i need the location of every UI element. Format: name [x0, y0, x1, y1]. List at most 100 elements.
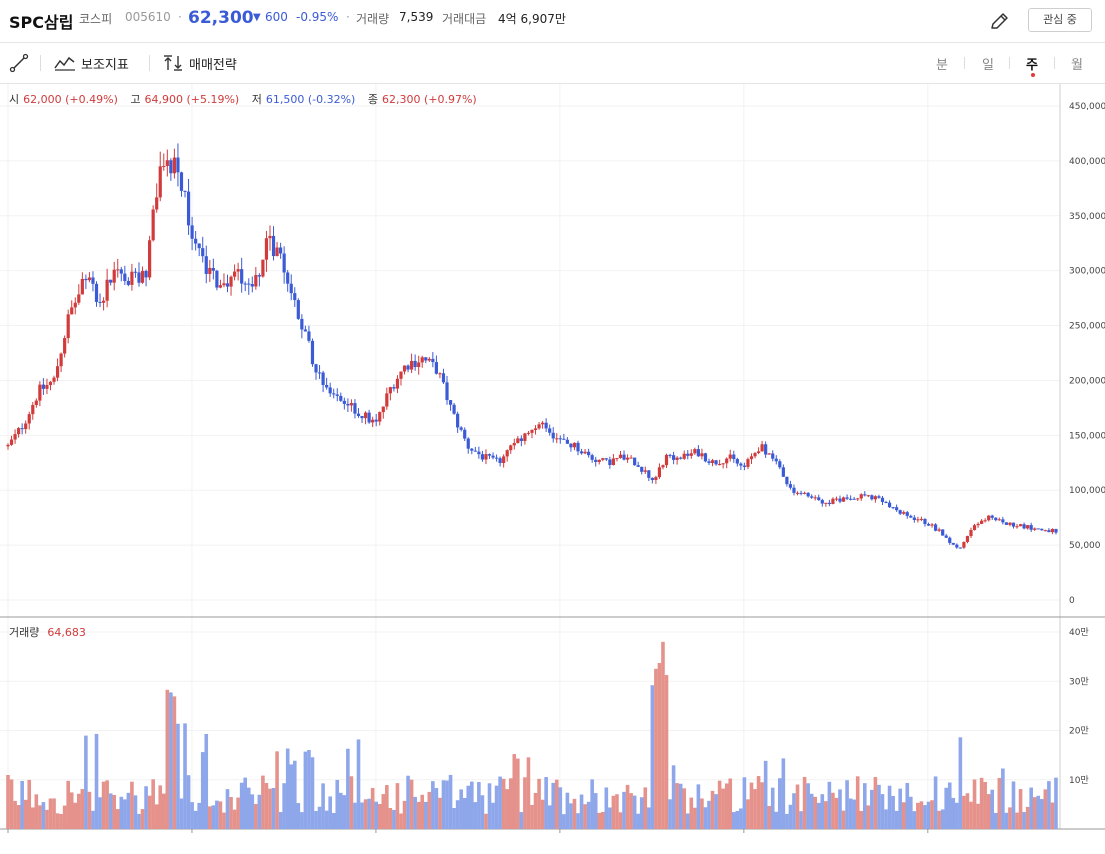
price-tick-label: 50,000 [1069, 541, 1101, 551]
volume-bar [983, 781, 987, 829]
candle-body [845, 497, 849, 499]
volume-bar [30, 807, 35, 829]
candle-body [788, 484, 793, 488]
indicator-button[interactable]: 보조지표 [54, 53, 129, 73]
candle-body [424, 357, 428, 361]
candle-body [116, 269, 120, 271]
candle-body [367, 412, 371, 423]
volume-bar [370, 787, 375, 829]
volume-bar [292, 760, 297, 829]
volume-bar [52, 798, 56, 829]
volume-bar [859, 810, 864, 829]
candle-body [519, 438, 523, 441]
watchlist-button[interactable]: 관심 중 [1028, 8, 1092, 32]
volume-bar [572, 798, 577, 829]
volume-bar [250, 794, 255, 829]
volume-bar [661, 641, 665, 829]
candle-body [300, 318, 304, 330]
candle-body [137, 272, 141, 283]
volume-bar [229, 797, 233, 829]
candle-body [395, 378, 400, 389]
stock-name[interactable]: SPC삼립 [9, 13, 74, 32]
current-price: 62,300 [188, 8, 254, 28]
candle-body [417, 362, 421, 368]
trade-strategy-label: 매매전략 [189, 57, 237, 73]
period-minute[interactable]: 분 [936, 58, 948, 73]
volume-bar [551, 782, 556, 829]
volume-bar [402, 800, 407, 829]
stock-code: 005610 [125, 10, 171, 24]
volume-bar [608, 807, 612, 829]
low-label: 저 [251, 93, 262, 106]
candle-body [55, 366, 60, 378]
candle-body [314, 364, 318, 373]
candle-body [926, 524, 931, 526]
candle-body [608, 459, 612, 466]
volume-bar [222, 812, 226, 829]
volume-bar [721, 788, 725, 829]
volume-bar [636, 813, 640, 829]
volume-bar [314, 811, 318, 829]
price-volume-chart[interactable]: 0 50,000 100,000 150,000 200,000 250,000 300,0… [0, 84, 1105, 836]
volume-bar [77, 793, 81, 829]
candle-body [912, 517, 916, 520]
trade-strategy-button[interactable]: 매매전략 [162, 53, 237, 73]
candle-body [339, 395, 343, 401]
candle-body [675, 457, 679, 460]
candle-body [151, 209, 155, 241]
candle-body [810, 496, 814, 498]
high-label: 고 [130, 93, 141, 106]
candle-body [930, 524, 934, 526]
candle-body [66, 314, 70, 339]
candle-body [1026, 525, 1030, 529]
volume-bar [537, 778, 541, 829]
volume-bar [685, 813, 690, 829]
volume-bar [289, 764, 294, 829]
volume-bar [62, 805, 67, 829]
active-period-indicator [1031, 73, 1035, 77]
candle-body [700, 453, 704, 457]
candle-body [155, 197, 159, 210]
candle-body [101, 300, 106, 303]
volume-bar [84, 735, 88, 829]
candle-body [232, 271, 237, 277]
period-month[interactable]: 월 [1071, 58, 1083, 73]
candle-body [859, 494, 863, 499]
candle-body [870, 495, 874, 500]
volume-bar [239, 782, 244, 829]
line-draw-icon[interactable] [9, 53, 29, 73]
open-value: 62,000 (+0.49%) [23, 93, 118, 106]
price-change: 600 [265, 10, 288, 24]
candle-body [657, 467, 662, 478]
candle-body [45, 385, 49, 389]
volume-bar [508, 778, 513, 829]
candle-body [332, 393, 336, 395]
trade-strategy-icon [164, 55, 182, 71]
stock-header: SPC삼립 코스피 005610 · 62,300 ▼ 600 -0.95% ·… [0, 0, 1105, 43]
volume-bar [161, 793, 166, 829]
volume-bar [395, 783, 400, 829]
volume-bar [356, 739, 361, 829]
candle-body [105, 279, 109, 301]
pencil-icon[interactable] [988, 9, 1012, 33]
period-week[interactable]: 주 [1026, 58, 1038, 73]
candle-body [746, 459, 750, 467]
candle-body [59, 353, 63, 367]
candle-body [130, 271, 134, 285]
period-day[interactable]: 일 [982, 58, 994, 73]
candle-body [303, 329, 307, 332]
volume-bar [119, 796, 124, 829]
volume-bar [933, 776, 938, 829]
candle-body [703, 453, 708, 462]
volume-bar [296, 803, 301, 829]
candle-body [31, 404, 35, 415]
candle-body [781, 467, 785, 477]
price-tick-label: 400,000 [1069, 157, 1105, 167]
candle-body [576, 442, 580, 452]
volume-bar [321, 783, 325, 829]
candle-body [523, 433, 527, 441]
candle-body [1004, 522, 1008, 525]
candle-body [148, 240, 152, 278]
volume-bar [894, 810, 899, 829]
candle-body [250, 284, 254, 287]
